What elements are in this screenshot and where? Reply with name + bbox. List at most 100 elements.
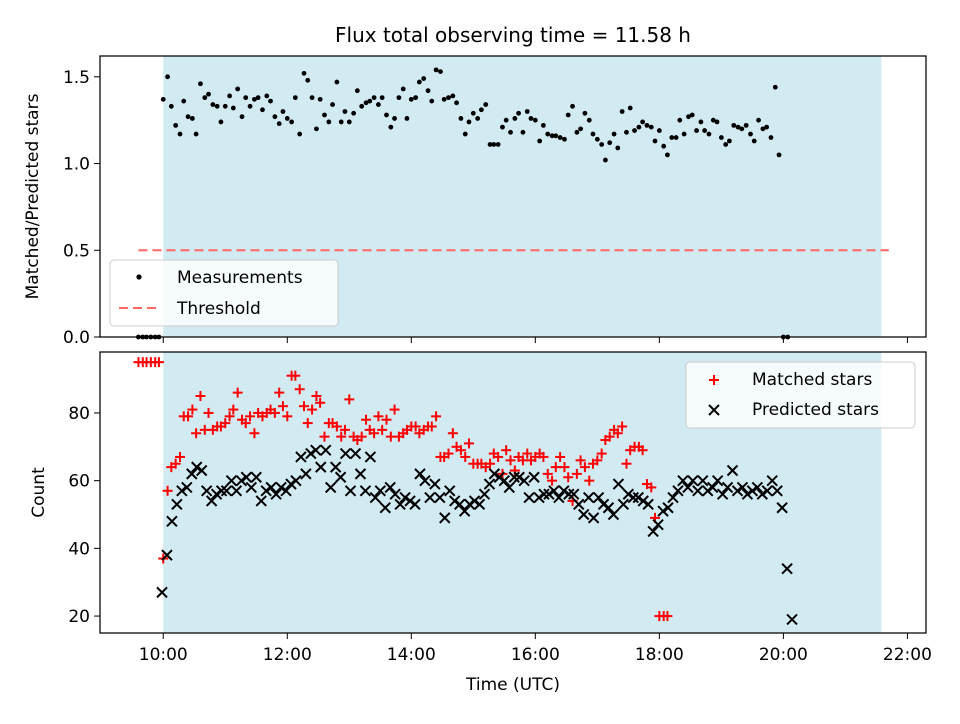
measurement-point [429,98,435,104]
matched-star-marker [339,424,350,435]
matched-star-marker [274,387,285,398]
predicted-star-marker [176,485,188,497]
predicted-star-marker [528,471,540,483]
measurement-point [681,131,687,137]
measurement-point [553,133,559,139]
measurement-point [524,109,530,114]
measurement-point [549,133,555,139]
measurement-point [735,124,741,130]
predicted-star-marker [384,481,396,494]
predicted-star-marker [706,481,719,494]
matched-star-marker [228,404,239,415]
predicted-star-marker [215,485,228,497]
measurement-point [243,95,249,101]
predicted-star-marker [692,485,704,497]
matched-star-marker [662,611,673,622]
matched-star-marker [269,407,280,418]
predicted-star-marker [607,508,620,521]
predicted-star-marker [612,478,625,490]
measurement-point [677,117,683,123]
matched-star-marker [336,431,347,442]
predicted-star-marker [349,447,362,460]
predicted-star-marker [493,471,506,483]
matched-star-marker [443,448,454,459]
matched-star-marker [555,451,566,462]
y-tick-label: 1.0 [63,155,90,175]
matched-star-marker [319,431,330,442]
predicted-star-marker [334,471,347,483]
measurement-point [640,119,646,125]
predicted-star-marker [424,491,436,504]
measurement-point [602,157,608,163]
measurement-point [694,128,699,133]
y-tick-label: 0.5 [63,241,90,261]
measurement-point [615,145,621,151]
measurement-point [404,116,410,121]
measurement-point [586,117,592,123]
legend-threshold-label: Threshold [176,299,261,319]
measurement-point [500,124,505,130]
matched-star-marker [431,411,442,422]
matched-star-marker [592,455,603,466]
measurement-point [594,136,600,142]
predicted-star-marker [597,498,610,511]
predicted-star-marker [498,474,511,487]
matched-star-marker [538,451,549,462]
measurement-point [272,114,278,120]
measurement-point [421,76,427,81]
measurement-point [181,98,187,104]
predicted-star-marker [652,518,664,531]
measurement-point [570,103,575,109]
matched-star-marker [356,431,367,442]
predicted-star-marker [305,447,317,460]
measurement-point [574,129,580,135]
bottom-y-axis-label: Count [29,467,49,518]
measurement-point [644,122,650,128]
measurement-point [748,131,753,137]
predicted-star-marker [702,485,714,497]
legend-measurements-marker [136,274,142,280]
matched-star-marker [617,421,628,432]
measurement-point [160,96,166,102]
measurement-point [590,131,596,137]
matched-star-marker [369,428,380,439]
top-y-axis-ticks: 0.0 0.5 1.0 1.5 [63,68,100,348]
predicted-star-marker [483,478,496,490]
measurement-point [206,91,211,97]
matched-star-marker [290,370,301,381]
predicted-star-marker [205,495,218,507]
measurement-point [760,126,766,132]
predicted-star-marker [429,478,441,490]
measurement-point [363,100,369,106]
x-tick-label: 14:00 [387,645,436,665]
predicted-star-marker [374,485,387,497]
predicted-star-marker [627,491,640,504]
predicted-star-marker [677,474,689,487]
matched-star-marker [501,445,512,456]
matched-star-marker [153,357,164,368]
measurement-point [751,138,757,144]
x-tick-label: 20:00 [759,645,808,665]
predicted-star-marker [503,481,515,494]
measurement-point [764,124,770,130]
measurement-point [487,142,493,147]
x-axis-ticks: 10:00 12:00 14:00 16:00 18:00 20:00 22:00 [139,633,932,665]
predicted-star-marker [682,481,694,494]
measurement-point [252,96,257,102]
measurement-point [388,124,394,130]
matched-stars-series [133,357,673,622]
predicted-star-marker [473,498,486,511]
measurement-point [491,142,497,147]
matched-star-marker [559,462,570,473]
measurement-point [537,138,543,144]
legend-predicted-label: Predicted stars [752,400,879,420]
predicted-star-marker [230,485,243,497]
measurement-point [689,112,695,118]
measurement-point [177,131,183,137]
matched-star-marker [331,421,342,432]
measurement-point [309,95,315,101]
predicted-star-marker [468,495,481,507]
measurement-point [516,110,521,116]
predicted-star-marker [210,488,223,500]
